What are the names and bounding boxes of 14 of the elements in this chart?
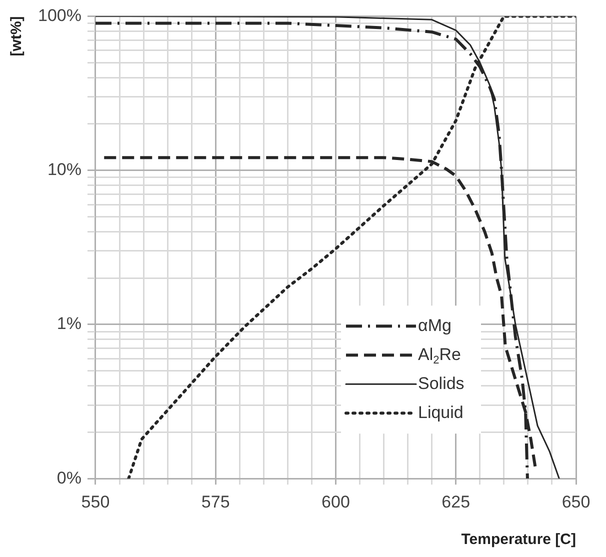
x-tick-label: 625 (442, 492, 470, 512)
x-axis-title: Temperature [C] (461, 531, 576, 548)
y-tick-label: 100% (38, 6, 82, 25)
legend-label: Solids (418, 374, 464, 393)
x-tick-label: 600 (322, 492, 350, 512)
x-tick-label: 650 (562, 492, 590, 512)
legend-label: Liquid (418, 402, 464, 422)
y-tick-label: 10% (47, 160, 82, 180)
x-tick-label: 575 (201, 492, 230, 512)
y-tick-label: 0% (56, 468, 82, 488)
y-tick-label: 1% (56, 314, 82, 334)
legend-label: αMg (418, 316, 452, 335)
x-tick-label: 550 (81, 492, 110, 512)
y-axis-title: [wt%] (8, 16, 26, 56)
